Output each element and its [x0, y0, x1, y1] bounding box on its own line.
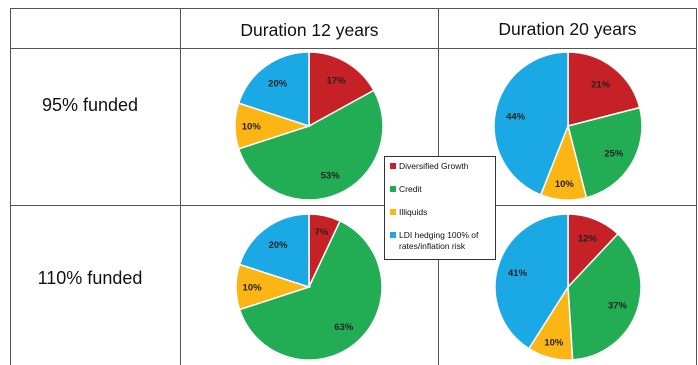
legend-label: Illiquids: [399, 207, 428, 217]
pie-slice: [237, 89, 384, 201]
pie-slice-label: 7%: [315, 227, 329, 238]
legend-item-diversified-growth: Diversified Growth: [390, 161, 490, 172]
pie-slice: [567, 232, 642, 361]
pie-slice-label: 25%: [604, 149, 624, 160]
pie-slice: [237, 51, 310, 128]
legend-swatch: [390, 163, 396, 169]
pie-slice-label: 37%: [608, 300, 628, 311]
pie-slice-label: 12%: [578, 234, 598, 245]
column-header-duration-12: Duration 12 years: [240, 20, 379, 40]
pie-slice: [308, 51, 375, 128]
row-label-95-funded: 95% funded: [41, 95, 139, 115]
pie-slice-label: 63%: [334, 322, 354, 333]
pie-slice-label: 10%: [555, 179, 575, 190]
pie-slice-label: 10%: [544, 338, 564, 349]
pie-slice-label: 10%: [243, 283, 263, 294]
legend-label: Diversified Growth: [399, 161, 469, 171]
legend-swatch: [390, 232, 396, 238]
legend-item-ldi-hedging: LDI hedging 100% of rates/inflation risk: [390, 230, 490, 252]
pie-slice-label: 20%: [269, 240, 289, 251]
pie-slice: [494, 213, 569, 350]
pie-slice-label: 21%: [591, 79, 611, 90]
pie-slice-label: 20%: [268, 78, 288, 89]
column-header-duration-20: Duration 20 years: [498, 19, 637, 39]
pie-slice-label: 17%: [327, 76, 347, 87]
pie-slice: [493, 51, 569, 196]
pie-slice: [238, 219, 383, 361]
legend-label: LDI hedging 100% of rates/inflation risk: [399, 230, 479, 251]
pie-slice-label: 44%: [506, 112, 526, 123]
pie-slice-label: 53%: [321, 170, 341, 181]
legend-label: Credit: [399, 184, 422, 194]
chart-legend: Diversified Growth Credit Illiquids LDI …: [384, 156, 496, 260]
legend-item-illiquids: Illiquids: [390, 207, 490, 218]
legend-item-credit: Credit: [390, 184, 490, 195]
pie-slice: [567, 106, 643, 199]
row-label-110-funded: 110% funded: [37, 268, 143, 288]
legend-swatch: [390, 186, 396, 192]
pie-slice-label: 10%: [242, 122, 262, 133]
pie-slice-label: 41%: [508, 268, 528, 279]
legend-swatch: [390, 209, 396, 215]
pie-slice: [567, 51, 641, 127]
pie-slice: [238, 213, 310, 289]
